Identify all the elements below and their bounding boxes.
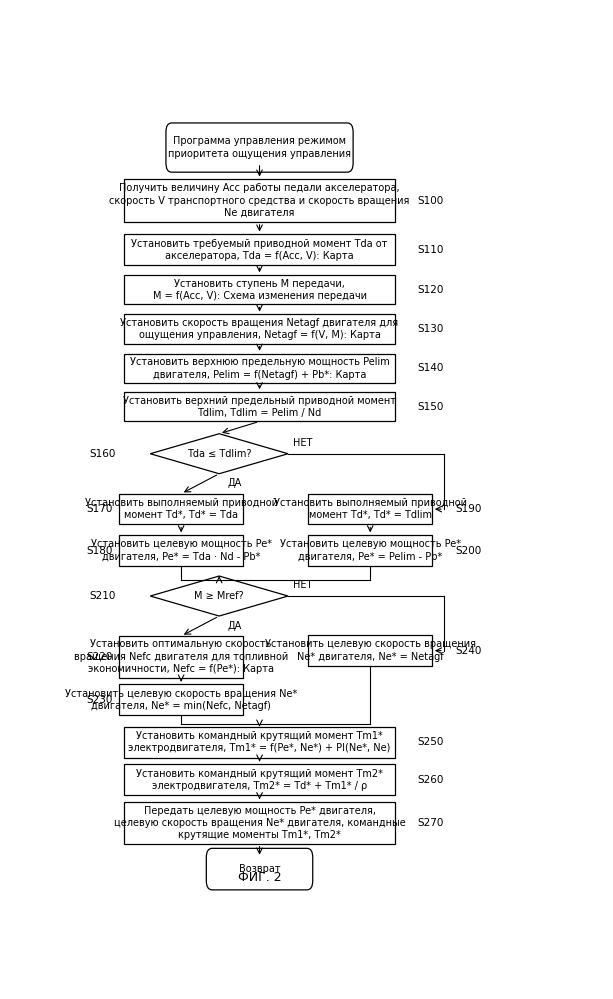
- Text: S200: S200: [455, 545, 482, 555]
- Text: M ≥ Mref?: M ≥ Mref?: [194, 591, 244, 601]
- Text: ДА: ДА: [227, 620, 242, 630]
- Text: Установить верхний предельный приводной момент
Tdlim, Tdlim = Pelim / Nd: Установить верхний предельный приводной …: [123, 396, 396, 418]
- Text: Получить величину Acc работы педали акселератора,
скорость V транспортного средс: Получить величину Acc работы педали аксе…: [109, 183, 409, 218]
- Polygon shape: [150, 434, 288, 474]
- Text: S170: S170: [86, 504, 113, 514]
- Text: Tda ≤ Tdlim?: Tda ≤ Tdlim?: [187, 449, 251, 459]
- Text: Установить целевую мощность Pe*
двигателя, Pe* = Pelim - Pb*: Установить целевую мощность Pe* двигател…: [280, 539, 461, 561]
- Text: S100: S100: [417, 196, 444, 206]
- Bar: [120, 494, 243, 524]
- Text: Программа управления режимом
приоритета ощущения управления: Программа управления режимом приоритета …: [168, 137, 351, 159]
- Bar: [124, 764, 395, 795]
- Bar: [308, 535, 432, 566]
- Text: Возврат: Возврат: [238, 864, 280, 874]
- Bar: [308, 635, 432, 666]
- Bar: [124, 180, 395, 222]
- Text: S230: S230: [86, 695, 113, 705]
- Text: Установить выполняемый приводной
момент Td*, Td* = Tdlim: Установить выполняемый приводной момент …: [274, 498, 466, 520]
- Text: Установить командный крутящий момент Tm2*
электродвигателя, Tm2* = Td* + Tm1* / : Установить командный крутящий момент Tm2…: [136, 768, 383, 791]
- Text: S210: S210: [89, 591, 116, 601]
- Text: Установить командный крутящий момент Tm1*
электродвигателя, Tm1* = f(Pe*, Ne*) +: Установить командный крутящий момент Tm1…: [128, 731, 390, 753]
- Text: S180: S180: [86, 545, 113, 555]
- Polygon shape: [150, 576, 288, 616]
- Bar: [124, 802, 395, 844]
- Text: S140: S140: [417, 364, 444, 374]
- Bar: [308, 494, 432, 524]
- FancyBboxPatch shape: [166, 123, 353, 172]
- Text: Установить целевую скорость вращения
Ne* двигателя, Ne* = Netagf: Установить целевую скорость вращения Ne*…: [265, 639, 476, 662]
- Bar: [124, 393, 395, 422]
- Text: S110: S110: [417, 245, 444, 255]
- Text: S270: S270: [417, 818, 444, 828]
- Text: S160: S160: [89, 449, 116, 459]
- Text: Установить оптимальную скорость
вращения Nefc двигателя для топливной
экономично: Установить оптимальную скорость вращения…: [74, 639, 288, 674]
- Bar: [120, 535, 243, 566]
- Text: S130: S130: [417, 324, 444, 334]
- Text: S260: S260: [417, 775, 444, 785]
- Bar: [124, 354, 395, 383]
- Bar: [124, 235, 395, 266]
- Text: S250: S250: [417, 737, 444, 747]
- Text: Установить целевую скорость вращения Ne*
двигателя, Ne* = min(Nefc, Netagf): Установить целевую скорость вращения Ne*…: [65, 688, 297, 711]
- Text: S190: S190: [455, 504, 482, 514]
- Text: ФИГ. 2: ФИГ. 2: [238, 871, 281, 884]
- Text: Установить скорость вращения Netagf двигателя для
ощущения управления, Netagf = : Установить скорость вращения Netagf двиг…: [121, 318, 398, 341]
- Bar: [124, 727, 395, 757]
- FancyBboxPatch shape: [207, 848, 313, 890]
- Text: Установить верхнюю предельную мощность Pelim
двигателя, Pelim = f(Netagf) + Pb*:: Установить верхнюю предельную мощность P…: [130, 357, 389, 380]
- Text: Установить требуемый приводной момент Tda от
акселератора, Tda = f(Acc, V): Карт: Установить требуемый приводной момент Td…: [131, 239, 387, 261]
- Text: S120: S120: [417, 285, 444, 295]
- Text: Передать целевую мощность Pe* двигателя,
целевую скорость вращения Ne* двигателя: Передать целевую мощность Pe* двигателя,…: [113, 805, 405, 840]
- Text: НЕТ: НЕТ: [293, 438, 312, 448]
- Text: S240: S240: [455, 645, 482, 655]
- Bar: [124, 315, 395, 344]
- Text: S150: S150: [417, 402, 444, 412]
- Bar: [120, 684, 243, 715]
- Bar: [120, 636, 243, 677]
- Text: Установить целевую мощность Pe*
двигателя, Pe* = Tda · Nd - Pb*: Установить целевую мощность Pe* двигател…: [91, 539, 272, 561]
- Text: Установить ступень М передачи,
M = f(Acc, V): Схема изменения передачи: Установить ступень М передачи, M = f(Acc…: [153, 279, 367, 301]
- Text: ДА: ДА: [227, 479, 242, 489]
- Text: S220: S220: [86, 651, 113, 661]
- Text: Установить выполняемый приводной
момент Td*, Td* = Tda: Установить выполняемый приводной момент …: [85, 498, 278, 520]
- Bar: [124, 276, 395, 305]
- Text: НЕТ: НЕТ: [293, 579, 312, 589]
